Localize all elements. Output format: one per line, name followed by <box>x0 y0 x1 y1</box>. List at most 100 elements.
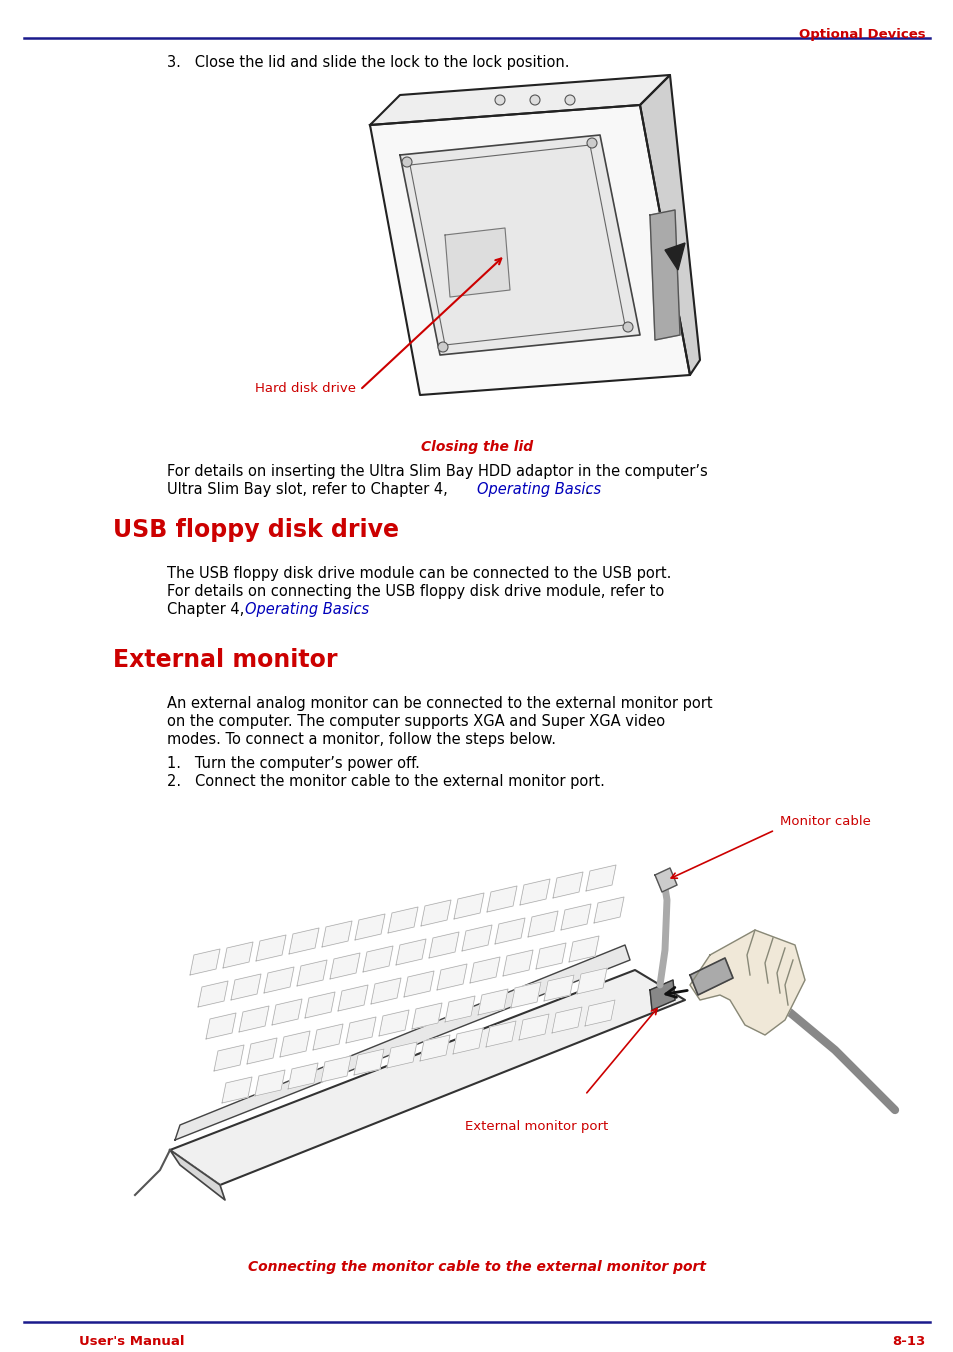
Polygon shape <box>553 872 582 898</box>
Polygon shape <box>444 228 510 297</box>
Polygon shape <box>594 896 623 923</box>
Polygon shape <box>198 982 228 1007</box>
Text: Hard disk drive: Hard disk drive <box>254 383 355 395</box>
Polygon shape <box>371 977 400 1005</box>
Text: .: . <box>352 602 356 617</box>
Text: 3.   Close the lid and slide the lock to the lock position.: 3. Close the lid and slide the lock to t… <box>167 55 569 70</box>
Polygon shape <box>649 210 679 339</box>
Polygon shape <box>174 945 629 1140</box>
Polygon shape <box>689 959 732 995</box>
Polygon shape <box>689 930 804 1036</box>
Circle shape <box>495 95 504 105</box>
Polygon shape <box>568 936 598 963</box>
Circle shape <box>437 342 448 352</box>
Polygon shape <box>213 1045 244 1071</box>
Polygon shape <box>305 992 335 1018</box>
Polygon shape <box>322 921 352 946</box>
Polygon shape <box>461 925 492 950</box>
Polygon shape <box>387 1042 416 1068</box>
Polygon shape <box>429 932 458 959</box>
Text: 8-13: 8-13 <box>891 1334 924 1348</box>
Text: 2.   Connect the monitor cable to the external monitor port.: 2. Connect the monitor cable to the exte… <box>167 773 604 790</box>
Circle shape <box>622 322 633 333</box>
Polygon shape <box>272 999 302 1025</box>
Polygon shape <box>296 960 327 986</box>
Polygon shape <box>518 1014 548 1040</box>
Polygon shape <box>552 1007 581 1033</box>
Text: Operating Basics: Operating Basics <box>245 602 369 617</box>
Polygon shape <box>222 1078 252 1103</box>
Polygon shape <box>289 927 318 955</box>
Polygon shape <box>577 968 606 994</box>
Polygon shape <box>560 904 590 930</box>
Text: .: . <box>583 483 588 498</box>
Text: External monitor: External monitor <box>112 648 336 672</box>
Polygon shape <box>223 942 253 968</box>
Polygon shape <box>370 74 669 124</box>
Polygon shape <box>280 1032 310 1057</box>
Text: An external analog monitor can be connected to the external monitor port: An external analog monitor can be connec… <box>167 696 712 711</box>
Polygon shape <box>453 1028 482 1055</box>
Polygon shape <box>354 1049 384 1075</box>
Polygon shape <box>231 973 261 1000</box>
Text: For details on connecting the USB floppy disk drive module, refer to: For details on connecting the USB floppy… <box>167 584 663 599</box>
Text: USB floppy disk drive: USB floppy disk drive <box>112 518 398 542</box>
Polygon shape <box>649 980 675 1010</box>
Text: on the computer. The computer supports XGA and Super XGA video: on the computer. The computer supports X… <box>167 714 664 729</box>
Polygon shape <box>436 964 467 990</box>
Text: Operating Basics: Operating Basics <box>476 483 600 498</box>
Polygon shape <box>170 1151 225 1201</box>
Polygon shape <box>190 949 220 975</box>
Polygon shape <box>584 1000 615 1026</box>
Polygon shape <box>355 914 385 940</box>
Polygon shape <box>346 1017 375 1042</box>
Text: External monitor port: External monitor port <box>464 1119 608 1133</box>
Circle shape <box>530 95 539 105</box>
Text: The USB floppy disk drive module can be connected to the USB port.: The USB floppy disk drive module can be … <box>167 566 671 581</box>
Text: User's Manual: User's Manual <box>79 1334 184 1348</box>
Circle shape <box>401 157 412 168</box>
Polygon shape <box>527 911 558 937</box>
Text: modes. To connect a monitor, follow the steps below.: modes. To connect a monitor, follow the … <box>167 731 556 748</box>
Polygon shape <box>337 986 368 1011</box>
Text: Chapter 4,: Chapter 4, <box>167 602 249 617</box>
Polygon shape <box>502 950 533 976</box>
Polygon shape <box>454 894 483 919</box>
Polygon shape <box>403 971 434 996</box>
Polygon shape <box>664 243 684 270</box>
Polygon shape <box>254 1069 285 1096</box>
Text: For details on inserting the Ultra Slim Bay HDD adaptor in the computer’s: For details on inserting the Ultra Slim … <box>167 464 707 479</box>
Text: Ultra Slim Bay slot, refer to Chapter 4,: Ultra Slim Bay slot, refer to Chapter 4, <box>167 483 452 498</box>
Polygon shape <box>470 957 499 983</box>
Polygon shape <box>519 879 550 904</box>
Polygon shape <box>477 990 507 1015</box>
Polygon shape <box>378 1010 409 1036</box>
Polygon shape <box>363 946 393 972</box>
Polygon shape <box>395 940 426 965</box>
Polygon shape <box>639 74 700 375</box>
Polygon shape <box>536 942 565 969</box>
Polygon shape <box>239 1006 269 1032</box>
Polygon shape <box>511 982 540 1009</box>
Polygon shape <box>388 907 417 933</box>
Circle shape <box>564 95 575 105</box>
Polygon shape <box>247 1038 276 1064</box>
Polygon shape <box>495 918 524 944</box>
Text: 1.   Turn the computer’s power off.: 1. Turn the computer’s power off. <box>167 756 419 771</box>
Polygon shape <box>399 135 639 356</box>
Polygon shape <box>264 967 294 992</box>
Polygon shape <box>320 1056 351 1082</box>
Polygon shape <box>585 865 616 891</box>
Polygon shape <box>370 105 689 395</box>
Polygon shape <box>412 1003 441 1029</box>
Polygon shape <box>170 969 684 1184</box>
Polygon shape <box>543 975 574 1000</box>
Polygon shape <box>330 953 359 979</box>
Polygon shape <box>655 868 677 892</box>
Circle shape <box>586 138 597 147</box>
Text: Closing the lid: Closing the lid <box>420 439 533 454</box>
Polygon shape <box>313 1023 343 1051</box>
Polygon shape <box>288 1063 317 1088</box>
Polygon shape <box>485 1021 516 1046</box>
Polygon shape <box>206 1013 235 1038</box>
